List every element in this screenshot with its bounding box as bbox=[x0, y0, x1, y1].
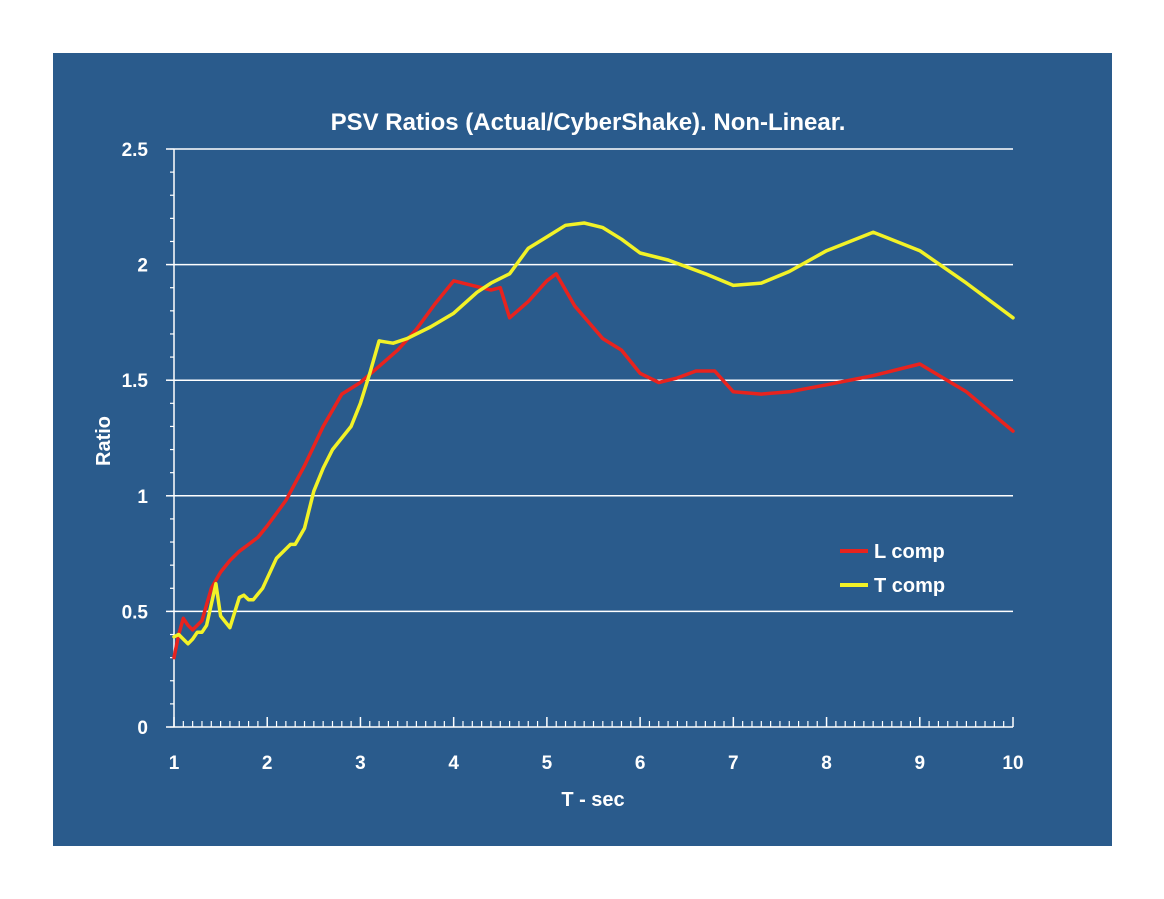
y-tick-label: 2.5 bbox=[122, 140, 149, 161]
tick-marks bbox=[166, 148, 1014, 728]
x-tick-label: 9 bbox=[914, 753, 925, 774]
legend-label-l-comp: L comp bbox=[874, 541, 945, 563]
legend: L comp T comp bbox=[840, 541, 945, 597]
y-tick-label: 2 bbox=[137, 256, 148, 277]
y-tick-labels: 0 0.5 1 1.5 2 2.5 bbox=[122, 140, 149, 739]
x-tick-label: 4 bbox=[448, 753, 459, 774]
x-tick-label: 7 bbox=[728, 753, 739, 774]
series-line-l-comp bbox=[172, 272, 1015, 660]
x-tick-labels: 1 2 3 4 5 6 7 8 9 10 bbox=[169, 753, 1024, 774]
y-axis-label: Ratio bbox=[93, 416, 115, 466]
x-tick-label: 8 bbox=[821, 753, 832, 774]
axes bbox=[173, 149, 1013, 728]
x-tick-label: 10 bbox=[1002, 753, 1023, 774]
legend-label-t-comp: T comp bbox=[874, 575, 945, 597]
series-line-t-comp bbox=[172, 221, 1015, 646]
y-tick-label: 1 bbox=[137, 487, 148, 508]
y-tick-label: 0 bbox=[137, 718, 148, 739]
chart-background-panel bbox=[53, 53, 1112, 846]
x-axis-label: T - sec bbox=[561, 789, 624, 811]
series-lines bbox=[172, 221, 1015, 660]
y-tick-label: 0.5 bbox=[122, 602, 149, 623]
x-tick-label: 5 bbox=[542, 753, 553, 774]
chart-title: PSV Ratios (Actual/CyberShake). Non-Line… bbox=[331, 109, 846, 136]
x-tick-label: 2 bbox=[262, 753, 273, 774]
x-tick-label: 1 bbox=[169, 753, 180, 774]
y-tick-label: 1.5 bbox=[122, 371, 149, 392]
x-tick-label: 6 bbox=[635, 753, 646, 774]
x-tick-label: 3 bbox=[355, 753, 366, 774]
